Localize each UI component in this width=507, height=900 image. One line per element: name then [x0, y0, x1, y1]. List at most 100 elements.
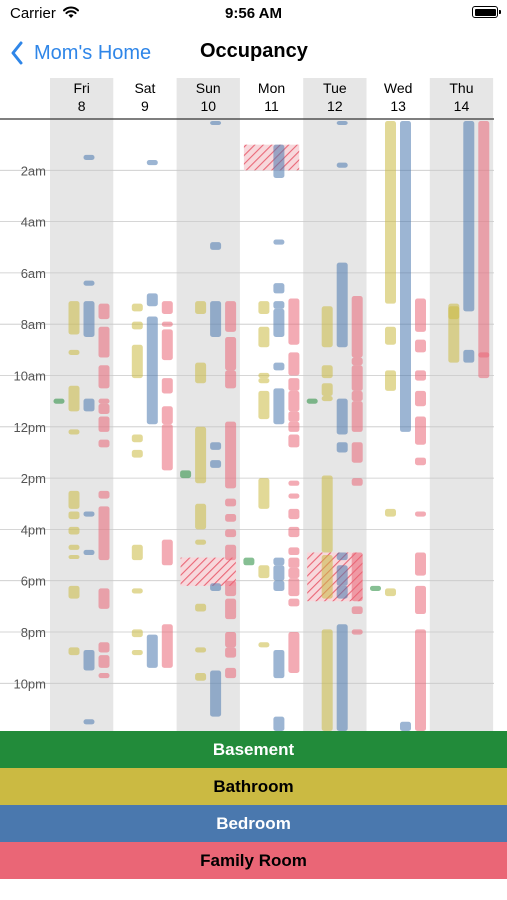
occupancy-bar-bathroom [258, 326, 270, 348]
legend-basement[interactable]: Basement [0, 731, 507, 768]
legend-bedroom-label: Bedroom [216, 813, 291, 833]
occupancy-bar-family-room [98, 303, 110, 320]
occupancy-bar-bedroom [210, 301, 222, 338]
occupancy-bar-family-room [288, 567, 300, 579]
occupancy-bar-family-room [288, 598, 300, 607]
occupancy-bar-bathroom [131, 434, 143, 443]
legend-bedroom[interactable]: Bedroom [0, 805, 507, 842]
occupancy-bar-family-room [98, 673, 110, 679]
day-header-date: 11 [264, 98, 279, 114]
shared-use-hatch [243, 144, 300, 171]
occupancy-bar-family-room [98, 655, 110, 668]
occupancy-bar-bathroom [385, 588, 396, 597]
hour-label: 8am [21, 317, 46, 332]
occupancy-bar-bathroom [321, 475, 333, 553]
occupancy-bar-bathroom [68, 647, 80, 656]
occupancy-bar-bedroom [83, 398, 95, 412]
occupancy-bar-bedroom [210, 442, 222, 450]
chevron-left-icon [11, 41, 23, 65]
day-header-thu: Thu [449, 80, 473, 96]
occupancy-bar-family-room [225, 544, 237, 561]
occupancy-bar-family-room [288, 352, 300, 376]
occupancy-bar-bathroom [68, 526, 80, 535]
occupancy-bar-bathroom [258, 642, 270, 648]
occupancy-bar-bathroom [195, 673, 207, 681]
occupancy-bar-bedroom [273, 557, 285, 566]
occupancy-bar-bedroom [463, 349, 475, 363]
occupancy-bar-family-room [98, 588, 110, 609]
occupancy-bar-family-room [351, 295, 363, 358]
day-column-shade [176, 78, 240, 731]
occupancy-bar-family-room [225, 498, 237, 507]
occupancy-bar-bathroom [131, 321, 143, 330]
occupancy-bar-bathroom [195, 647, 207, 653]
occupancy-bar-bathroom [131, 449, 143, 458]
occupancy-bar-family-room [98, 506, 110, 561]
occupancy-bar-family-room [415, 511, 426, 517]
occupancy-bar-family-room [351, 552, 363, 602]
occupancy-bar-bathroom [385, 508, 396, 517]
occupancy-bar-basement [180, 470, 192, 479]
occupancy-bar-bedroom [210, 583, 222, 591]
occupancy-bar-bedroom [336, 565, 348, 586]
occupancy-bar-family-room [288, 421, 300, 432]
occupancy-bar-family-room [98, 398, 110, 404]
occupancy-bar-family-room [225, 632, 237, 648]
wifi-icon [62, 5, 80, 24]
occupancy-bar-family-room [415, 339, 426, 353]
occupancy-bar-family-room [288, 378, 300, 391]
occupancy-bar-family-room [98, 403, 110, 414]
occupancy-bar-bedroom [273, 283, 285, 294]
occupancy-bar-bathroom [258, 565, 270, 579]
hour-label: 4am [21, 215, 46, 230]
occupancy-bar-family-room [415, 390, 426, 407]
legend-family-room[interactable]: Family Room [0, 842, 507, 879]
occupancy-bar-bathroom [68, 349, 80, 355]
occupancy-bar-family-room [288, 298, 300, 345]
occupancy-bar-bathroom [258, 301, 270, 314]
occupancy-bar-basement [53, 398, 65, 404]
back-button[interactable]: Mom's Home [10, 39, 151, 67]
occupancy-bar-family-room [161, 406, 173, 425]
occupancy-bar-family-room [98, 416, 110, 432]
occupancy-bar-family-room [288, 526, 300, 538]
occupancy-bar-bedroom [83, 280, 95, 286]
occupancy-bar-bedroom [336, 585, 348, 599]
legend-basement-label: Basement [212, 739, 295, 759]
status-bar: Carrier 9:56 AM [0, 0, 507, 28]
occupancy-bar-family-room [225, 667, 237, 679]
occupancy-bar-family-room [415, 585, 426, 615]
occupancy-bar-bathroom [68, 555, 80, 560]
occupancy-bar-bedroom [146, 316, 158, 425]
navigation-bar: Mom's Home Occupancy [0, 30, 507, 76]
occupancy-bar-bedroom [336, 121, 348, 125]
occupancy-bar-bedroom [83, 511, 95, 517]
hour-label: 12pm [13, 420, 46, 435]
occupancy-bar-bedroom [83, 301, 95, 338]
occupancy-bar-family-room [225, 370, 237, 389]
occupancy-bar-bathroom [131, 544, 143, 561]
occupancy-bar-bathroom [258, 372, 270, 379]
occupancy-bar-family-room [351, 390, 363, 402]
occupancy-bar-family-room [98, 642, 110, 653]
occupancy-bar-bathroom [68, 301, 80, 335]
day-header-fri: Fri [73, 80, 89, 96]
occupancy-chart[interactable]: 2am 4am 6am 8am 10am 12pm 2pm 4pm 6pm 8pm 10pm Fri… [0, 78, 507, 732]
legend-bathroom[interactable]: Bathroom [0, 768, 507, 805]
occupancy-bar-bathroom [448, 306, 460, 320]
occupancy-bar-family-room [161, 301, 173, 314]
occupancy-bar-bathroom [195, 301, 207, 314]
day-header-date: 13 [390, 98, 406, 114]
occupancy-bar-family-room [161, 424, 173, 471]
occupancy-bar-bedroom [83, 649, 95, 671]
occupancy-bar-family-room [161, 624, 173, 668]
occupancy-bar-family-room [351, 401, 363, 432]
day-header-tue: Tue [323, 80, 347, 96]
occupancy-bar-bedroom [273, 580, 285, 591]
occupancy-bar-family-room [415, 416, 426, 445]
day-header-date: 8 [78, 98, 86, 114]
occupancy-bar-bathroom [68, 490, 80, 509]
occupancy-bar-family-room [351, 478, 363, 486]
occupancy-bar-bathroom [321, 383, 333, 397]
day-header-date: 12 [327, 98, 343, 114]
